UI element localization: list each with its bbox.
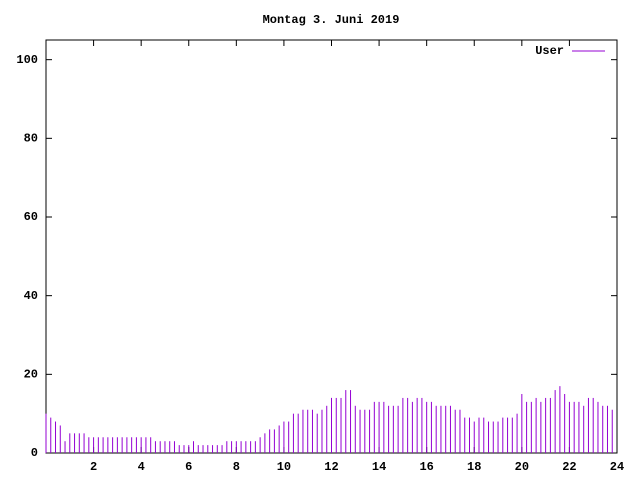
y-tick-label: 100 (16, 53, 38, 67)
y-tick-label: 60 (24, 210, 38, 224)
x-tick-label: 4 (138, 460, 145, 474)
x-tick-label: 12 (324, 460, 338, 474)
x-tick-label: 20 (515, 460, 529, 474)
y-tick-label: 20 (24, 368, 38, 382)
x-tick-label: 22 (562, 460, 576, 474)
x-tick-label: 10 (277, 460, 291, 474)
y-tick-label: 0 (31, 446, 38, 460)
x-tick-label: 18 (467, 460, 481, 474)
x-tick-label: 14 (372, 460, 386, 474)
x-tick-label: 6 (185, 460, 192, 474)
legend-label: User (535, 44, 564, 58)
y-tick-label: 80 (24, 132, 38, 146)
chart-title: Montag 3. Juni 2019 (263, 13, 400, 27)
x-tick-label: 16 (419, 460, 433, 474)
x-tick-label: 2 (90, 460, 97, 474)
x-tick-label: 24 (610, 460, 624, 474)
x-tick-label: 8 (233, 460, 240, 474)
y-tick-label: 40 (24, 289, 38, 303)
